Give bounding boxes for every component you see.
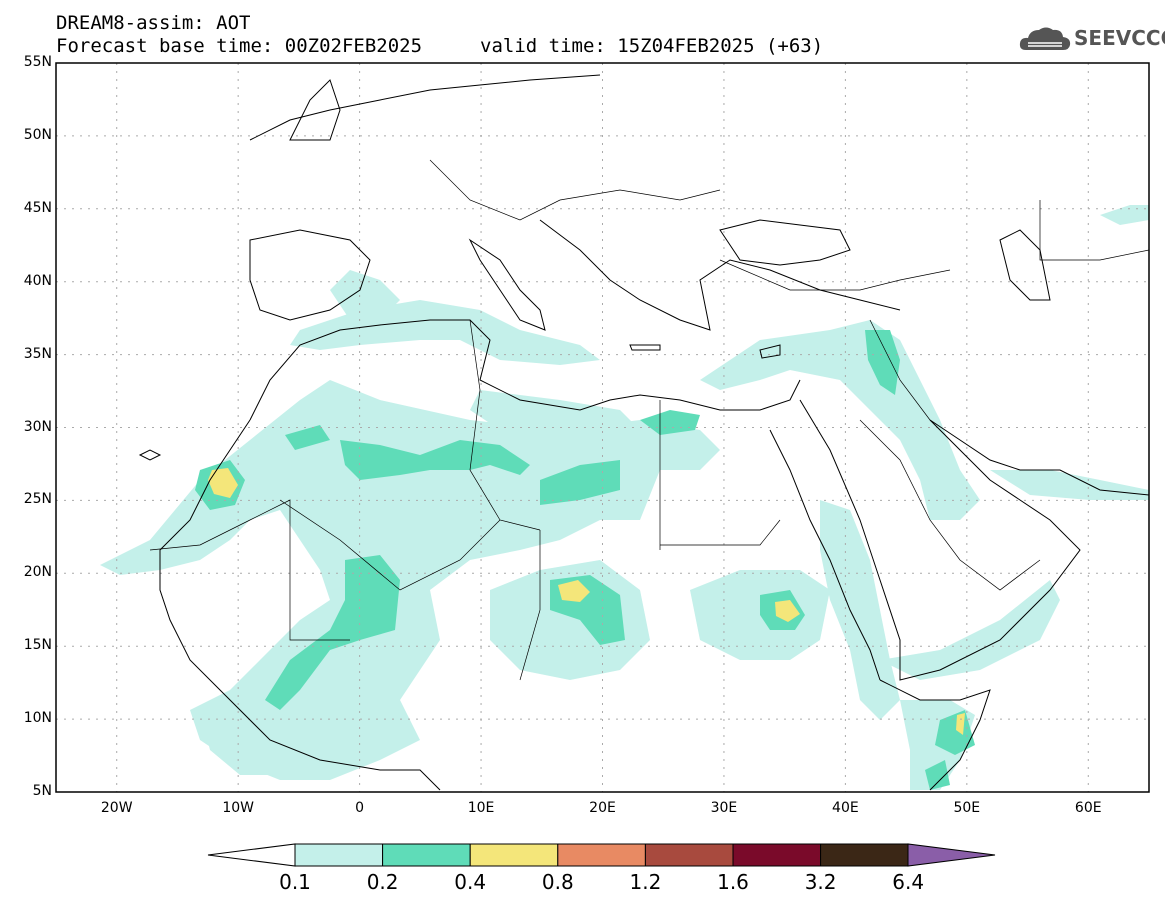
coastline-arabia <box>799 399 1081 681</box>
colorbar-label: 1.6 <box>717 870 749 894</box>
colorbar-label: 3.2 <box>804 870 837 894</box>
lat-label: 30N <box>23 418 52 435</box>
aot-region-west-sahara <box>100 380 720 780</box>
cloud-icon <box>1019 27 1071 50</box>
borders <box>149 159 1149 681</box>
aot-region-iraq <box>865 330 900 395</box>
aot-region-caspian <box>1100 205 1149 225</box>
colorbar-label: 0.1 <box>279 870 311 894</box>
coastline-west-africa <box>159 419 441 791</box>
aot-region-gulf <box>990 470 1149 500</box>
coastline-caspian <box>999 229 1051 301</box>
border-sudan <box>660 519 781 546</box>
coastline-iberia <box>249 229 371 321</box>
coastline-red-sea <box>769 429 881 681</box>
colorbar-swatch <box>382 843 471 867</box>
aot-region-red-sea <box>820 500 900 720</box>
colorbar-label: 6.4 <box>892 870 925 894</box>
forecast-base-time: Forecast base time: 00Z02FEB2025 <box>56 35 423 57</box>
lat-label: 20N <box>23 564 52 581</box>
lon-label: 10W <box>222 800 254 816</box>
coastline-balkans <box>539 219 901 331</box>
lon-label: 20W <box>100 800 133 816</box>
coastline-britain <box>289 79 341 141</box>
coastline-black-sea <box>719 219 851 266</box>
colorbar-label: 0.2 <box>366 870 399 894</box>
coastline-horn <box>879 679 991 791</box>
lat-label: 40N <box>23 272 52 289</box>
aot-region-chad-max <box>558 580 590 602</box>
aot-region-somalia-max <box>956 713 965 735</box>
aot-region-libya <box>540 460 620 505</box>
border-central-asia <box>1039 200 1149 261</box>
coastline-north-africa <box>249 319 801 421</box>
border-turkey <box>719 259 951 291</box>
lat-label: 25N <box>23 491 52 508</box>
map-frame <box>55 62 1150 793</box>
lon-label: 60E <box>1074 800 1102 816</box>
lat-label: 45N <box>23 199 52 216</box>
colorbar-high-arrow <box>907 843 996 867</box>
aot-region-arabia-south <box>880 580 1060 680</box>
colorbar-label: 1.2 <box>629 870 662 894</box>
lat-label: 35N <box>23 345 52 362</box>
lon-label: 40E <box>832 800 859 816</box>
lon-label: 30E <box>710 800 738 816</box>
aot-region-egypt <box>640 410 700 435</box>
border-saudi <box>859 419 1041 591</box>
colorbar-low-arrow <box>207 843 296 867</box>
lon-label: 20E <box>589 800 616 816</box>
lat-label: 10N <box>23 710 52 727</box>
lon-label: 0 <box>355 800 365 816</box>
aot-field <box>100 205 1149 790</box>
lat-label: 5N <box>32 783 52 799</box>
coastline-persian-gulf <box>929 419 1149 496</box>
coastline-europe <box>249 74 601 141</box>
chart-title: DREAM8-assim: AOT <box>56 12 251 34</box>
coastline-canaries <box>138 449 162 461</box>
border-sahel <box>149 499 350 641</box>
lon-label: 10E <box>467 800 495 816</box>
aot-region-levant <box>700 320 980 520</box>
lon-label: 50E <box>953 800 981 816</box>
colorbar <box>207 843 996 867</box>
aot-region-somalia <box>935 710 975 755</box>
coastline-crete <box>629 344 661 351</box>
border-chad <box>519 530 541 681</box>
aot-region-algeria-west <box>285 425 330 450</box>
coastlines <box>138 74 1149 791</box>
colorbar-swatch <box>294 843 384 867</box>
colorbar-swatch <box>469 843 559 867</box>
aot-region-somalia-south <box>925 760 950 790</box>
border-europe <box>429 159 721 221</box>
border-iraq-iran <box>869 319 931 421</box>
colorbar-swatch <box>732 843 822 867</box>
seevccc-logo: SEEVCCC <box>1018 22 1165 56</box>
logo-text: SEEVCCC <box>1074 26 1165 50</box>
valid-time: valid time: 15Z04FEB2025 (+63) <box>480 35 824 57</box>
gridlines <box>56 63 1149 792</box>
colorbar-label: 0.4 <box>454 870 487 894</box>
aot-region-sudan-max <box>775 600 800 622</box>
aot-region-mediterranean <box>290 300 600 365</box>
colorbar-swatch <box>820 843 909 867</box>
lat-label: 15N <box>23 637 52 654</box>
colorbar-swatch <box>557 843 646 867</box>
aot-region-iberia-band <box>330 270 400 320</box>
border-algeria-libya <box>469 319 541 531</box>
colorbar-label: 0.8 <box>541 870 574 894</box>
lat-label: 50N <box>23 126 52 143</box>
coastline-italy <box>468 238 546 331</box>
aot-region-west-sahara-max <box>208 468 238 498</box>
lat-label: 55N <box>23 54 52 70</box>
aot-region-mali <box>265 555 400 710</box>
coastline-cyprus <box>759 344 781 359</box>
aot-region-algeria-belt <box>340 440 530 480</box>
colorbar-swatch <box>644 843 734 867</box>
border-mali <box>279 499 501 591</box>
